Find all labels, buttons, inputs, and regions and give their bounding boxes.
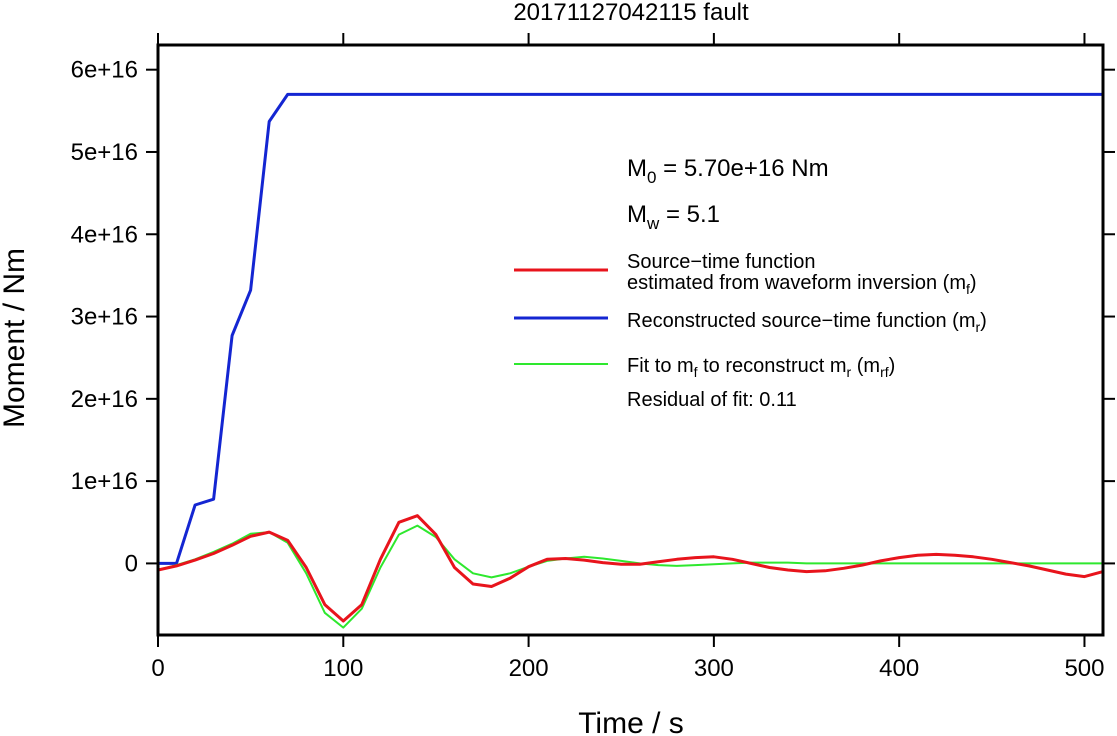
y-tick-label: 6e+16 (71, 57, 138, 84)
y-axis-label: Moment / Nm (0, 248, 31, 428)
x-tick-label: 500 (1064, 655, 1104, 682)
y-tick-label: 5e+16 (71, 139, 138, 166)
y-tick-label: 1e+16 (71, 468, 138, 495)
legend-label-mf-line2: estimated from waveform inversion (mf) (627, 272, 977, 297)
legend-label-mrf: Fit to mf to reconstruct mr (mrf) (627, 355, 895, 380)
x-axis-label: Time / s (578, 707, 684, 736)
series-line-mrf (157, 524, 1104, 629)
mw-annotation: Mw = 5.1 (627, 201, 720, 233)
legend: Source−time function estimated from wave… (514, 251, 987, 411)
y-tick-label: 2e+16 (71, 386, 138, 413)
legend-label-mr: Reconstructed source−time function (mr) (627, 310, 987, 335)
y-tick-label: 3e+16 (71, 304, 138, 331)
plot-frame (156, 43, 1105, 637)
y-axis: 0 1e+16 2e+16 3e+16 4e+16 5e+16 6e+16 (71, 57, 1115, 577)
x-tick-label: 0 (151, 655, 164, 682)
m0-annotation: M0 = 5.70e+16 Nm (627, 155, 829, 187)
plot-lines (156, 92, 1105, 629)
series-line-mf (156, 514, 1105, 623)
y-tick-label: 0 (125, 550, 138, 577)
series-line-mr (156, 92, 1105, 565)
legend-label-mf-line1: Source−time function (627, 251, 815, 273)
x-tick-label: 400 (879, 655, 919, 682)
x-tick-label: 300 (694, 655, 734, 682)
x-axis: 0 100 200 300 400 500 (151, 33, 1104, 682)
x-tick-label: 200 (509, 655, 549, 682)
chart-title: 20171127042115 fault (513, 0, 749, 26)
residual-annotation: Residual of fit: 0.11 (627, 389, 797, 411)
y-tick-label: 4e+16 (71, 221, 138, 248)
x-tick-label: 100 (323, 655, 363, 682)
